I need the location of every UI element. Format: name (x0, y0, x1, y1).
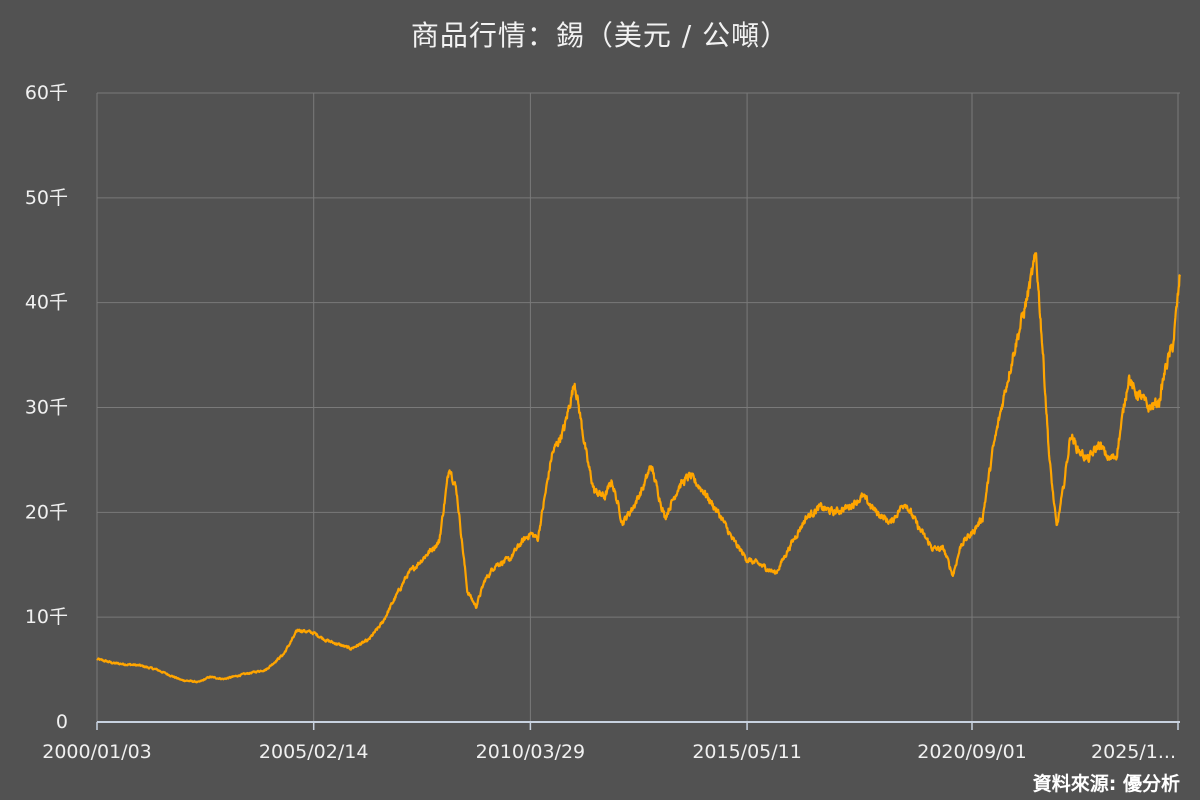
y-tick-label: 60千 (25, 82, 68, 104)
axes (96, 721, 1180, 730)
y-tick-label: 10千 (25, 606, 68, 628)
x-tick-label: 2025/1... (1091, 741, 1176, 763)
y-tick-label: 50千 (25, 187, 68, 209)
y-tick-label: 40千 (25, 292, 68, 314)
tick-labels: 0 10千 20千 30千 40千 50千 60千 2000/01/03 2005/02/14 2… (25, 82, 1176, 763)
price-line (96, 252, 1182, 684)
y-tick-label: 30千 (25, 397, 68, 419)
series (96, 252, 1182, 684)
x-tick-label: 2010/03/29 (476, 741, 586, 763)
x-tick-label: 2020/09/01 (917, 741, 1027, 763)
chart-title: 商品行情：錫（美元 / 公噸） (410, 19, 790, 52)
source-note: 資料來源: 優分析 (1032, 773, 1180, 795)
x-tick-label: 2000/01/03 (42, 741, 152, 763)
y-tick-label: 0 (56, 711, 68, 733)
y-tick-label: 20千 (25, 501, 68, 523)
x-tick-label: 2005/02/14 (259, 741, 369, 763)
x-tick-label: 2015/05/11 (692, 741, 802, 763)
grid (96, 92, 1180, 722)
